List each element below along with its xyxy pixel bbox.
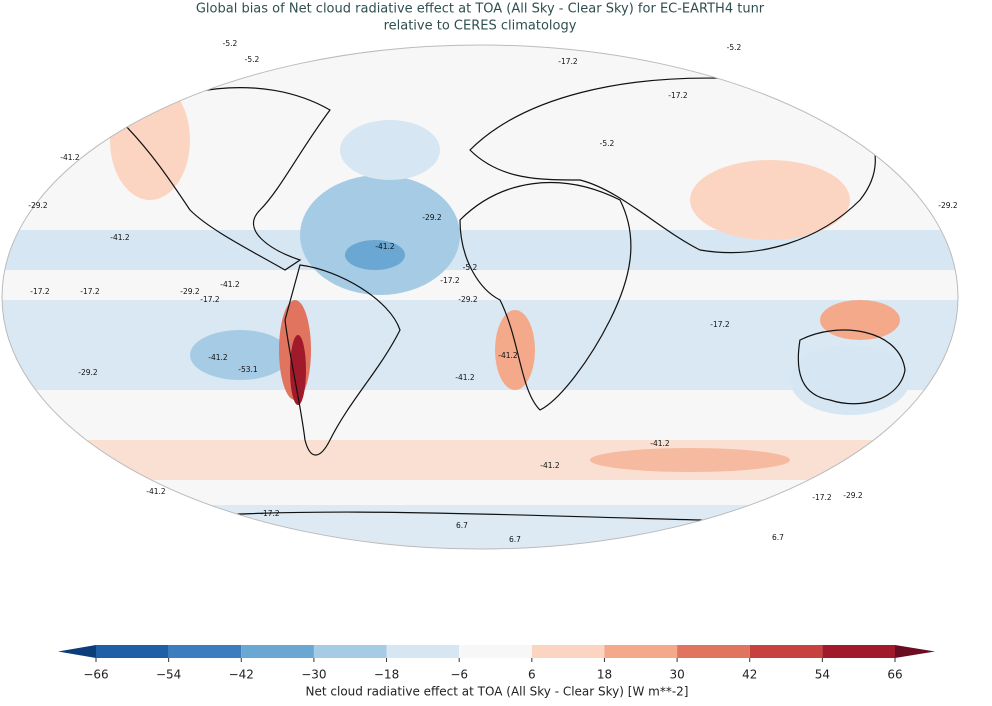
contour-label: -41.2	[375, 242, 395, 251]
contour-label: -29.2	[843, 491, 863, 500]
colorbar-bin	[531, 645, 605, 658]
contour-label: -29.2	[458, 295, 478, 304]
contour-label: -17.2	[558, 57, 578, 66]
colorbar-bin	[241, 645, 314, 658]
colorbar-tick-label: −54	[156, 668, 181, 682]
bias-field	[2, 80, 958, 549]
contour-label: -41.2	[110, 233, 130, 242]
colorbar-bin	[168, 645, 242, 658]
contour-label: -41.2	[220, 280, 240, 289]
colorbar-bin	[386, 645, 460, 658]
contour-label: -5.2	[223, 39, 238, 48]
contour-label: -5.2	[727, 43, 742, 52]
contour-label: -17.2	[668, 91, 688, 100]
contour-label: -17.2	[30, 287, 50, 296]
colorbar-bin	[604, 645, 678, 658]
colorbar-tick-label: 6	[528, 668, 536, 682]
colorbar-bin	[459, 645, 532, 658]
colorbar-bin	[749, 645, 823, 658]
contour-label: -17.2	[440, 276, 460, 285]
contour-label: -17.2	[812, 493, 832, 502]
contour-label: -29.2	[422, 213, 442, 222]
colorbar-tick-label: −6	[450, 668, 468, 682]
contour-label: -5.2	[600, 139, 615, 148]
colorbar-label: Net cloud radiative effect at TOA (All S…	[306, 685, 689, 699]
contour-label: -41.2	[498, 351, 518, 360]
colorbar-tick-label: −66	[83, 668, 108, 682]
colorbar-bin	[822, 645, 895, 658]
colorbar-tick-label: −30	[301, 668, 326, 682]
contour-label: -29.2	[180, 287, 200, 296]
contour-label: 6.7	[509, 535, 521, 544]
colorbar-tick-label: −42	[229, 668, 254, 682]
colorbar-bin	[313, 645, 387, 658]
contour-label: -5.2	[245, 55, 260, 64]
contour-label: -41.2	[146, 487, 166, 496]
contour-label: 6.7	[772, 533, 784, 542]
colorbar-bin	[677, 645, 750, 658]
contour-label: -41.2	[650, 439, 670, 448]
colorbar-under	[58, 645, 96, 658]
contour-label: -17.2	[200, 295, 220, 304]
contour-label: -41.2	[455, 373, 475, 382]
contour-label: -41.2	[208, 353, 228, 362]
contour-label: -29.2	[938, 201, 958, 210]
title-line: Global bias of Net cloud radiative effec…	[196, 2, 765, 17]
map-border	[1, 44, 959, 550]
contour-label: 6.7	[456, 521, 468, 530]
colorbar-tick-label: 18	[597, 668, 612, 682]
colorbar-tick-label: −18	[374, 668, 399, 682]
colorbar-tick-label: 54	[815, 668, 830, 682]
contour-label: -41.2	[60, 153, 80, 162]
colorbar-bin	[96, 645, 169, 658]
colorbar-tick-label: 42	[742, 668, 757, 682]
title-line: relative to CERES climatology	[384, 19, 577, 34]
contour-label: -53.1	[238, 365, 258, 374]
contour-label: -41.2	[540, 461, 560, 470]
contour-label: -17.2	[710, 320, 730, 329]
colorbar-tick-label: 30	[669, 668, 684, 682]
contour-label: -29.2	[28, 201, 48, 210]
colorbar-over	[895, 645, 935, 658]
contour-label: -29.2	[78, 368, 98, 377]
contour-label: -17.2	[260, 509, 280, 518]
contour-label: -17.2	[80, 287, 100, 296]
contour-label: -5.2	[463, 263, 478, 272]
colorbar-tick-label: 66	[887, 668, 902, 682]
